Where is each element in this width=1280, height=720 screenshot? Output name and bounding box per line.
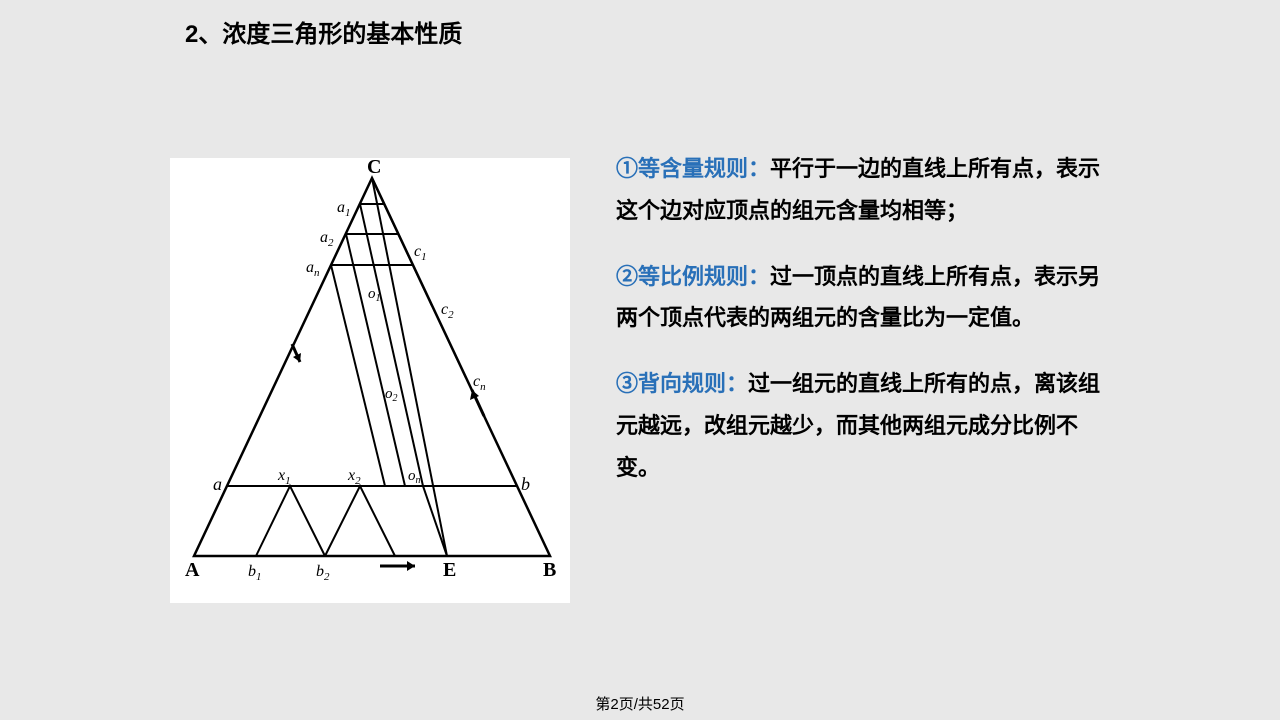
svg-text:a: a <box>213 474 222 494</box>
svg-text:cn: cn <box>473 373 486 393</box>
rule-3-label: ③背向规则： <box>616 371 748 396</box>
svg-text:c1: c1 <box>414 243 427 263</box>
rule-1: ①等含量规则：平行于一边的直线上所有点，表示这个边对应顶点的组元含量均相等； <box>616 148 1116 232</box>
svg-text:A: A <box>185 559 200 581</box>
rule-2-label: ②等比例规则： <box>616 264 770 289</box>
page-number: 第2页/共52页 <box>595 693 684 714</box>
svg-text:a2: a2 <box>320 229 334 249</box>
rule-3: ③背向规则：过一组元的直线上所有的点，离该组元越远，改组元越少，而其他两组元成分… <box>616 363 1116 488</box>
svg-text:b: b <box>521 474 530 494</box>
rules-text-block: ①等含量规则：平行于一边的直线上所有点，表示这个边对应顶点的组元含量均相等； ②… <box>616 148 1116 513</box>
svg-text:b1: b1 <box>248 563 262 583</box>
svg-text:E: E <box>443 559 456 581</box>
svg-text:c2: c2 <box>441 301 454 321</box>
concentration-triangle-diagram: A B C E a b a1 a2 an c1 c2 cn o1 o2 on <box>170 158 570 603</box>
svg-text:b2: b2 <box>316 563 330 583</box>
svg-text:x1: x1 <box>277 467 291 487</box>
svg-text:B: B <box>543 559 556 581</box>
rule-1-label: ①等含量规则： <box>616 156 770 181</box>
svg-text:C: C <box>367 158 381 178</box>
svg-text:a1: a1 <box>337 199 351 219</box>
svg-text:o2: o2 <box>385 386 398 404</box>
svg-text:an: an <box>306 259 320 279</box>
svg-text:x2: x2 <box>347 467 361 487</box>
slide-title: 2、浓度三角形的基本性质 <box>185 14 462 49</box>
rule-2: ②等比例规则：过一顶点的直线上所有点，表示另两个顶点代表的两组元的含量比为一定值… <box>616 256 1116 340</box>
